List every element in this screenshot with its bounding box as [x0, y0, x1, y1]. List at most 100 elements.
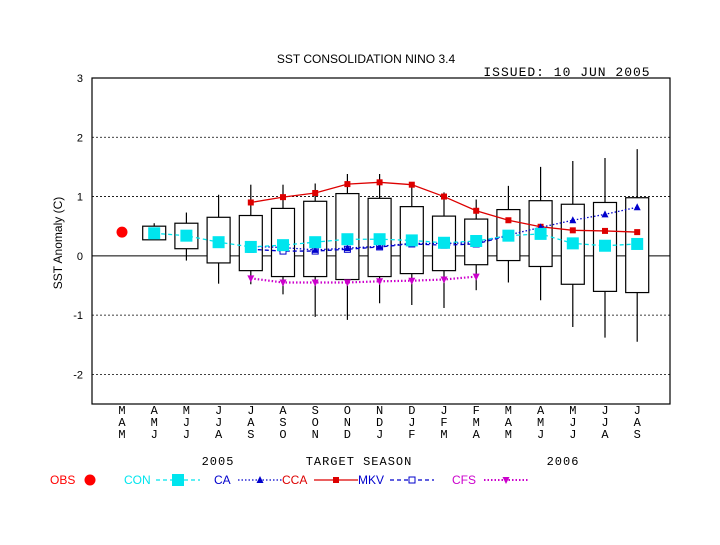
- data-point-con: [438, 236, 450, 249]
- data-point-con: [180, 229, 193, 242]
- chart-title: SST CONSOLIDATION NINO 3.4: [277, 52, 456, 66]
- season-tick-label: O: [344, 404, 351, 418]
- season-tick-label: J: [215, 404, 222, 418]
- data-point-cfs: [311, 279, 319, 287]
- data-point-cca: [505, 217, 512, 224]
- season-tick-label: N: [312, 428, 319, 442]
- season-tick-label: J: [183, 428, 190, 442]
- data-point-cfs: [440, 276, 448, 284]
- legend-marker-mkv: [408, 476, 416, 484]
- season-tick-label: A: [505, 416, 513, 430]
- season-tick-label: J: [408, 416, 415, 430]
- y-tick-label: 3: [77, 73, 83, 85]
- legend-label-ca: CA: [214, 473, 231, 487]
- target-season-label: TARGET SEASON: [306, 455, 413, 469]
- data-point-con: [309, 236, 322, 249]
- season-tick-label: N: [376, 404, 383, 418]
- data-point-cca: [312, 189, 319, 196]
- season-tick-label: M: [505, 404, 512, 418]
- season-tick-label: F: [408, 428, 415, 442]
- data-point-con: [373, 233, 386, 246]
- data-point-cfs: [343, 279, 351, 287]
- data-point-cfs: [472, 273, 480, 281]
- y-tick-label: -1: [73, 310, 83, 322]
- season-tick-label: M: [118, 404, 125, 418]
- year-label-2006: 2006: [547, 455, 580, 469]
- data-point-ca: [569, 216, 577, 224]
- y-tick-label: 1: [77, 192, 83, 204]
- data-point-ca: [633, 203, 641, 211]
- data-point-con: [534, 227, 547, 240]
- season-tick-label: A: [247, 416, 255, 430]
- data-point-con: [341, 233, 354, 246]
- season-tick-label: J: [537, 428, 544, 442]
- series-line-cfs: [250, 275, 477, 284]
- season-tick-label: J: [569, 416, 576, 430]
- legend-label-cca: CCA: [282, 473, 307, 487]
- data-point-cca: [634, 229, 641, 236]
- season-tick-label: J: [247, 404, 254, 418]
- data-point-con: [566, 237, 579, 250]
- data-point-obs: [116, 226, 128, 238]
- data-point-con: [405, 234, 418, 247]
- year-label-2005: 2005: [202, 455, 235, 469]
- season-tick-label: J: [183, 416, 190, 430]
- season-tick-label: F: [473, 404, 480, 418]
- season-tick-label: M: [151, 416, 158, 430]
- data-point-ca: [311, 245, 319, 253]
- season-tick-label: J: [440, 404, 447, 418]
- season-tick-label: O: [312, 416, 319, 430]
- season-tick-label: S: [312, 404, 319, 418]
- season-tick-label: M: [183, 404, 190, 418]
- season-tick-label: D: [376, 416, 383, 430]
- season-tick-label: S: [634, 428, 641, 442]
- season-tick-label: A: [279, 404, 287, 418]
- data-point-cca: [280, 194, 286, 201]
- data-point-cfs: [408, 277, 416, 285]
- data-point-con: [148, 227, 161, 240]
- data-point-cca: [602, 227, 608, 234]
- y-tick-label: -2: [73, 369, 83, 381]
- y-axis-label: SST Anomaly (C): [51, 197, 65, 289]
- data-point-cfs: [247, 275, 255, 283]
- legend-marker-cca: [333, 477, 339, 483]
- issued-date: ISSUED: 10 JUN 2005: [483, 65, 650, 80]
- data-point-cca: [344, 181, 351, 188]
- data-point-cfs: [279, 279, 287, 287]
- data-point-cca: [247, 199, 254, 206]
- season-tick-label: J: [601, 416, 608, 430]
- season-tick-label: J: [376, 428, 383, 442]
- legend-marker-cfs: [502, 477, 510, 484]
- legend-marker-ca: [256, 476, 264, 483]
- season-tick-label: M: [569, 404, 576, 418]
- data-point-cca: [569, 227, 576, 234]
- y-tick-label: 2: [77, 132, 83, 144]
- season-tick-label: A: [473, 428, 481, 442]
- data-point-ca: [343, 244, 351, 252]
- season-tick-label: F: [440, 416, 447, 430]
- data-point-ca: [601, 210, 609, 218]
- season-tick-label: D: [408, 404, 415, 418]
- season-tick-label: M: [505, 428, 512, 442]
- season-tick-label: S: [279, 416, 286, 430]
- data-point-con: [502, 229, 515, 242]
- season-tick-label: A: [151, 404, 159, 418]
- legend-label-cfs: CFS: [452, 473, 476, 487]
- season-tick-label: A: [118, 416, 126, 430]
- legend-label-con: CON: [124, 473, 151, 487]
- season-tick-label: A: [601, 428, 609, 442]
- season-tick-label: J: [634, 404, 641, 418]
- season-tick-label: M: [118, 428, 125, 442]
- season-tick-label: J: [601, 404, 608, 418]
- data-point-cca: [376, 179, 383, 186]
- season-tick-label: N: [344, 416, 351, 430]
- data-point-cca: [441, 193, 447, 200]
- legend: OBS CON CA CCA MKV CFS: [50, 473, 528, 487]
- season-tick-label: A: [634, 416, 642, 430]
- season-tick-label: J: [151, 428, 158, 442]
- season-tick-label: M: [440, 428, 447, 442]
- data-point-cca: [473, 207, 480, 214]
- legend-label-obs: OBS: [50, 473, 75, 487]
- data-point-con: [277, 239, 289, 252]
- season-tick-label: J: [215, 416, 222, 430]
